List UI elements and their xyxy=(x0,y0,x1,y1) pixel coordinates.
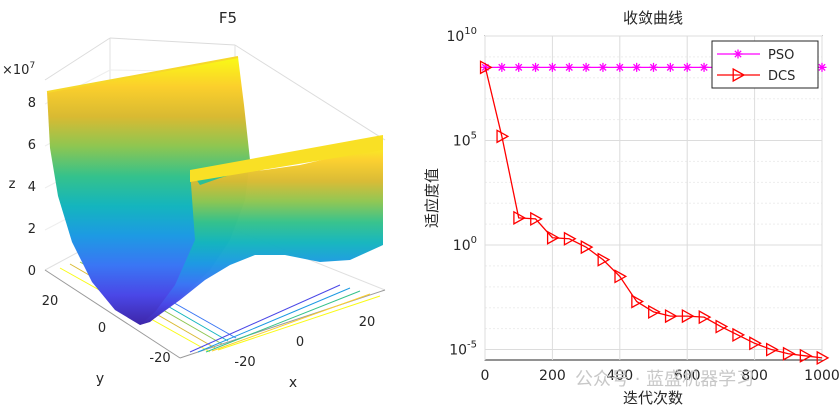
legend-marker-pso xyxy=(733,49,743,59)
data-point-pso xyxy=(547,62,557,72)
data-point-dcs xyxy=(816,350,830,366)
z-tick-label: 2 xyxy=(28,222,36,237)
data-point-pso xyxy=(497,62,507,72)
data-point-dcs xyxy=(648,304,661,320)
data-point-dcs xyxy=(479,60,493,75)
y-tick-label: 10-5 xyxy=(449,340,477,359)
y-tick-label: 100 xyxy=(453,235,477,254)
z-tick-label: 8 xyxy=(28,96,36,111)
data-point-dcs xyxy=(546,230,560,245)
data-point-pso xyxy=(514,62,524,72)
surface xyxy=(46,56,383,325)
data-point-dcs xyxy=(749,336,762,351)
y-tick-label: 105 xyxy=(453,131,477,150)
data-point-dcs xyxy=(664,308,678,324)
y-tick-label: 0 xyxy=(98,321,106,336)
surface-title: F5 xyxy=(219,9,237,27)
data-point-dcs xyxy=(698,310,712,325)
data-point-dcs xyxy=(732,327,746,343)
legend-box xyxy=(711,40,819,89)
data-point-dcs xyxy=(530,211,543,227)
data-point-pso xyxy=(598,62,608,72)
axis-ticks: 0 200 400 600 800 1000 1010 105 100 10-5 xyxy=(446,26,839,384)
series-line-dcs xyxy=(484,67,823,359)
convergence-plot: 收敛曲线 0 200 400 600 800 1000 1010 105 100 10-5 适应度… xyxy=(423,9,840,407)
legend-triangle-icon xyxy=(732,67,746,83)
z-tick-label: 0 xyxy=(28,264,36,279)
y-tick-label: 1010 xyxy=(446,26,477,45)
y-axis-label: 适应度值 xyxy=(423,168,441,228)
data-point-dcs xyxy=(799,348,813,363)
x-tick-label: 1000 xyxy=(804,368,840,384)
data-point-dcs xyxy=(631,294,644,309)
legend-label-pso: PSO xyxy=(768,48,794,63)
z-tick-label: 6 xyxy=(28,138,36,153)
y-axis-label: y xyxy=(96,371,104,387)
y-ticks: -20 0 20 xyxy=(42,294,171,366)
x-tick-label: -20 xyxy=(234,355,255,370)
data-point-dcs xyxy=(563,231,577,246)
data-point-dcs xyxy=(513,210,527,225)
x-tick-label: 0 xyxy=(296,335,304,350)
surface-plot: F5 xyxy=(2,9,386,391)
z-axis-label: z xyxy=(9,177,16,192)
data-point-pso xyxy=(531,62,541,72)
data-point-dcs xyxy=(597,252,611,267)
data-point-pso xyxy=(615,62,625,72)
data-point-pso xyxy=(682,62,692,72)
y-tick-label: -20 xyxy=(149,351,170,366)
data-point-pso xyxy=(665,62,675,72)
legend-marker-dcs xyxy=(732,67,746,83)
data-point-dcs xyxy=(681,308,695,324)
convergence-title: 收敛曲线 xyxy=(623,9,683,27)
x-ticks: -20 0 20 xyxy=(234,315,375,370)
data-point-pso xyxy=(632,62,642,72)
x-tick-label: 20 xyxy=(359,315,376,330)
data-point-dcs xyxy=(580,240,594,255)
x-tick-label: 400 xyxy=(606,368,633,384)
legend-asterisk-icon xyxy=(733,49,743,59)
data-point-pso xyxy=(564,62,574,72)
x-tick-label: 800 xyxy=(741,368,768,384)
x-tick-label: 600 xyxy=(674,368,701,384)
z-scale-label: ×107 xyxy=(2,61,35,78)
legend-label-dcs: DCS xyxy=(768,69,795,84)
z-tick-label: 4 xyxy=(28,180,36,195)
watermark: 公众号 · 蓝盛机器学习 xyxy=(575,369,754,390)
x-tick-label: 200 xyxy=(539,368,566,384)
data-point-dcs xyxy=(782,346,796,361)
x-axis-label: 迭代次数 xyxy=(623,389,683,407)
data-point-dcs xyxy=(766,342,779,357)
x-tick-label: 0 xyxy=(481,368,490,384)
surface-front-face xyxy=(140,140,383,325)
data-point-pso xyxy=(817,62,827,72)
data-point-pso xyxy=(581,62,591,72)
surface-front-rim xyxy=(190,135,383,182)
x-axis-label: x xyxy=(289,375,297,391)
data-point-dcs xyxy=(715,319,729,334)
data-point-pso xyxy=(649,62,658,72)
data-point-dcs xyxy=(614,269,628,284)
z-ticks: 0 2 4 6 8 xyxy=(28,96,36,279)
data-point-dcs xyxy=(496,129,510,144)
legend: PSO DCS xyxy=(711,40,819,89)
data-point-pso xyxy=(699,62,709,72)
y-tick-label: 20 xyxy=(42,294,59,309)
